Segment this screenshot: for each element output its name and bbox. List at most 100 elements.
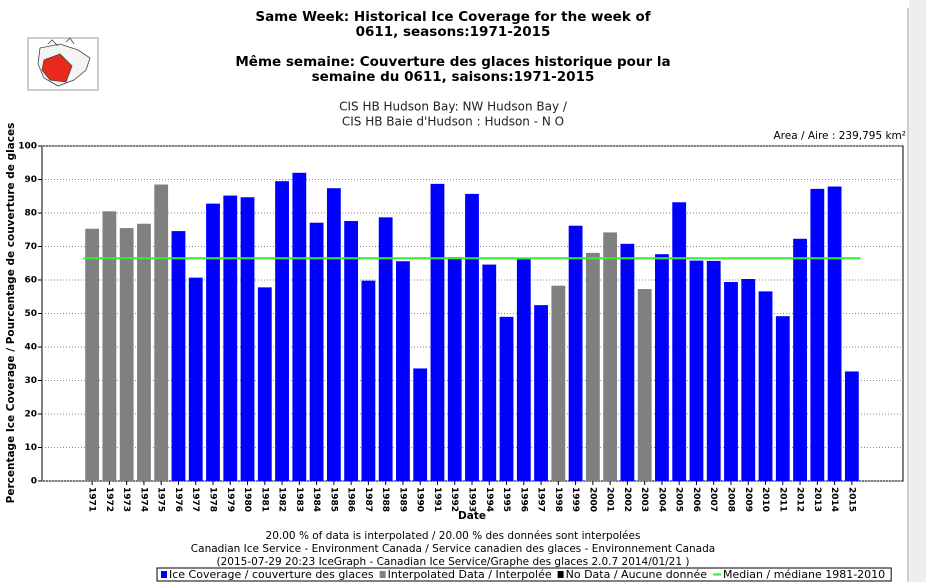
subtitle-line: CIS HB Hudson Bay: NW Hudson Bay / [339, 100, 568, 114]
legend-swatch [379, 571, 386, 578]
x-tick-label: 1999 [570, 487, 580, 512]
bar [516, 259, 531, 481]
legend-box [156, 567, 892, 582]
x-tick-label: 2002 [622, 487, 632, 512]
bar [758, 291, 773, 481]
y-tick-label: 80 [24, 209, 37, 219]
bar [447, 257, 462, 481]
y-tick-label: 20 [24, 410, 37, 420]
legend-label: Median / médiane 1981-2010 [723, 568, 885, 581]
bar [188, 277, 203, 481]
x-axis-label: Date [458, 510, 486, 522]
bar [568, 225, 583, 481]
bar [741, 278, 756, 481]
x-tick-label: 1976 [173, 487, 183, 512]
bar [240, 197, 255, 481]
x-tick-label: 1990 [415, 487, 425, 512]
bar [775, 316, 790, 481]
bar [551, 285, 566, 481]
x-tick-label: 1984 [311, 487, 321, 512]
x-tick-label: 1991 [432, 487, 442, 512]
bar [706, 260, 721, 481]
bar [655, 254, 669, 481]
legend-label: No Data / Aucune donnée [566, 568, 708, 581]
x-tick-label: 2004 [656, 487, 666, 512]
y-tick-label: 0 [31, 477, 37, 487]
x-tick-label: 2014 [829, 487, 839, 512]
x-tick-label: 1994 [484, 487, 494, 512]
x-tick-label: 2006 [691, 487, 701, 512]
bar [119, 228, 134, 481]
bar [257, 287, 272, 481]
x-tick-label: 2007 [708, 487, 718, 512]
bar [603, 232, 618, 481]
title-line: Same Week: Historical Ice Coverage for t… [255, 9, 650, 25]
x-tick-label: 1979 [225, 487, 235, 512]
x-tick-label: 2009 [743, 487, 753, 512]
x-tick-label: 1989 [397, 487, 407, 512]
title-line: semaine du 0611, saisons:1971-2015 [312, 69, 595, 85]
x-tick-label: 1971 [87, 487, 97, 512]
bar [154, 184, 169, 481]
x-tick-label: 1996 [518, 487, 528, 512]
x-tick-label: 1981 [259, 487, 269, 512]
bar [206, 203, 220, 481]
y-tick-label: 70 [24, 242, 37, 252]
x-tick-label: 1982 [277, 487, 287, 512]
bar [637, 289, 652, 481]
bar [85, 228, 100, 481]
x-tick-label: 2000 [587, 487, 597, 512]
x-tick-label: 1995 [501, 487, 511, 512]
bar [223, 195, 238, 481]
footer-line: (2015-07-29 20:23 IceGraph - Canadian Ic… [217, 556, 690, 568]
title-line: 0611, seasons:1971-2015 [356, 24, 551, 40]
legend-label: Interpolated Data / Interpolée [388, 568, 552, 581]
bar [499, 316, 514, 481]
y-axis-label: Percentage Ice Coverage / Pourcentage de… [5, 123, 17, 504]
subtitle-line: CIS HB Baie d'Hudson : Hudson - N O [342, 115, 564, 129]
x-tick-label: 2003 [639, 487, 649, 512]
y-tick-label: 10 [24, 443, 37, 453]
bar [344, 221, 359, 482]
x-tick-label: 1973 [121, 487, 131, 512]
bar [827, 186, 842, 481]
title-line: Même semaine: Couverture des glaces hist… [235, 54, 670, 70]
bar [672, 202, 687, 481]
x-tick-label: 1988 [380, 487, 390, 512]
legend-swatch [161, 571, 167, 578]
x-tick-label: 1975 [156, 487, 166, 512]
bar [620, 243, 635, 481]
bar [465, 193, 479, 481]
bar [724, 282, 738, 481]
x-tick-label: 2005 [674, 487, 684, 512]
bar [413, 368, 428, 481]
x-tick-label: 1993 [467, 487, 477, 512]
bar [326, 188, 341, 481]
x-tick-label: 2013 [812, 487, 822, 512]
bar [844, 371, 859, 481]
bar [309, 222, 324, 481]
bar [378, 217, 393, 482]
bar [292, 172, 307, 482]
area-label: Area / Aire : 239,795 km² [773, 130, 906, 142]
bar [137, 223, 151, 481]
side-strip [909, 0, 926, 582]
x-tick-label: 1977 [190, 487, 200, 512]
x-tick-label: 2012 [795, 487, 805, 512]
bar [689, 260, 704, 481]
x-tick-label: 1987 [363, 487, 373, 512]
x-tick-label: 1972 [104, 487, 114, 512]
x-tick-label: 1980 [242, 487, 252, 512]
bar [396, 261, 410, 481]
y-tick-label: 100 [18, 142, 37, 152]
bar [534, 305, 548, 481]
bar [361, 280, 376, 481]
x-tick-label: 1992 [449, 487, 459, 512]
y-tick-label: 50 [24, 309, 37, 319]
bar [171, 231, 186, 481]
bar [430, 183, 445, 482]
x-tick-label: 2001 [605, 487, 615, 512]
legend: Ice Coverage / couverture des glaces Inte… [156, 567, 892, 582]
x-tick-label: 1983 [294, 487, 304, 512]
